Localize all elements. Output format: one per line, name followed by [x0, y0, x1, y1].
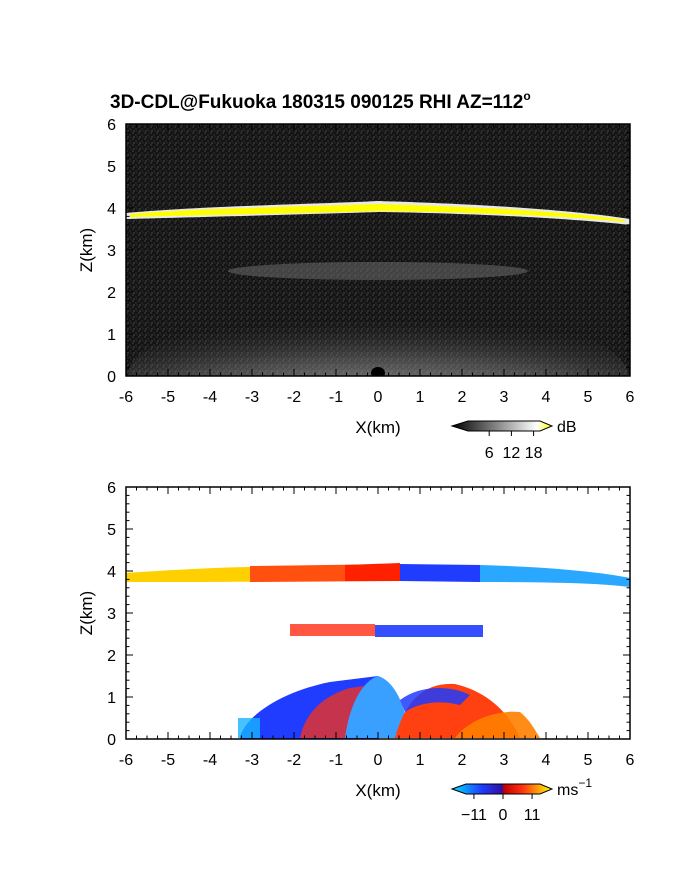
intensity-colorbar-unit: dB — [557, 419, 577, 436]
intensity-colorbar-tick-label: 12 — [503, 445, 521, 462]
intensity-boundary-layer — [128, 306, 628, 376]
velocity-colorbar-tick-label: −11 — [461, 807, 487, 824]
velocity-cloud-right-cyan — [480, 565, 630, 587]
intensity-axis-ticks: -6 -5 -4 -3 -2 -1 0 1 2 3 4 5 6 0 1 2 3 4 5 6 — [107, 117, 634, 406]
intensity-y-tick-label: 0 — [107, 369, 116, 386]
velocity-thin-layer-red — [290, 624, 375, 636]
velocity-axis-ticks: -6 -5 -4 -3 -2 -1 0 1 2 3 4 5 6 0 1 2 3 4 5 6 — [107, 480, 634, 769]
intensity-x-tick-label: 6 — [626, 389, 635, 406]
velocity-x-tick-label: 6 — [626, 752, 635, 769]
intensity-x-tick-label: 4 — [542, 389, 551, 406]
velocity-bl-center — [345, 676, 410, 738]
intensity-x-tick-label: 1 — [416, 389, 425, 406]
intensity-colorbar-bar — [450, 420, 554, 432]
intensity-colorbar-tick-label: 6 — [485, 445, 494, 462]
intensity-x-axis-title: X(km) — [355, 418, 400, 437]
velocity-y-tick-label: 2 — [107, 648, 116, 665]
velocity-x-tick-label: -6 — [119, 752, 133, 769]
velocity-bl-left-cyan — [238, 718, 260, 738]
velocity-x-tick-label: -2 — [287, 752, 301, 769]
velocity-colorbar: ms−1 −11 0 11 — [450, 776, 592, 824]
title-degree: o — [523, 89, 530, 103]
intensity-thin-layer — [228, 262, 528, 280]
velocity-colorbar-unit: ms−1 — [557, 776, 592, 799]
intensity-x-tick-label: -4 — [203, 389, 217, 406]
velocity-x-tick-label: 5 — [584, 752, 593, 769]
velocity-y-tick-label: 4 — [107, 564, 116, 581]
velocity-plot-area — [126, 563, 630, 739]
intensity-x-tick-label: -3 — [245, 389, 259, 406]
intensity-colorbar-tick-label: 18 — [525, 445, 543, 462]
intensity-colorbar-ticks: 6 12 18 — [485, 431, 543, 462]
intensity-y-axis-title: Z(km) — [77, 228, 96, 272]
velocity-colorbar-ticks: −11 0 11 — [461, 794, 541, 824]
intensity-x-tick-label: -5 — [161, 389, 175, 406]
intensity-x-tick-label: -2 — [287, 389, 301, 406]
velocity-x-tick-label: -4 — [203, 752, 217, 769]
velocity-x-tick-label: 0 — [374, 752, 383, 769]
velocity-x-tick-label: 4 — [542, 752, 551, 769]
velocity-colorbar-tick-label: 0 — [499, 807, 508, 824]
intensity-x-tick-label: 3 — [500, 389, 509, 406]
velocity-panel: -6 -5 -4 -3 -2 -1 0 1 2 3 4 5 6 0 1 2 3 4 5 6 X(km) Z(km) m… — [77, 480, 635, 824]
intensity-x-tick-label: -6 — [119, 389, 133, 406]
intensity-plot-area — [126, 201, 630, 376]
velocity-x-tick-label: -3 — [245, 752, 259, 769]
velocity-cloud-right-blue — [400, 564, 480, 582]
intensity-y-tick-label: 6 — [107, 117, 116, 134]
velocity-bl-right-orange — [455, 711, 540, 738]
velocity-x-tick-label: -1 — [329, 752, 343, 769]
velocity-colorbar-tick-label: 11 — [524, 807, 541, 824]
velocity-y-tick-label: 1 — [107, 690, 116, 707]
velocity-y-axis-title: Z(km) — [77, 591, 96, 635]
velocity-x-axis-title: X(km) — [355, 781, 400, 800]
intensity-y-tick-label: 4 — [107, 201, 116, 218]
intensity-x-tick-label: -1 — [329, 389, 343, 406]
intensity-x-tick-label: 0 — [374, 389, 383, 406]
intensity-y-tick-label: 3 — [107, 243, 116, 260]
velocity-y-tick-label: 5 — [107, 522, 116, 539]
velocity-bl-right-blue — [400, 688, 470, 712]
velocity-x-tick-label: 1 — [416, 752, 425, 769]
intensity-colorbar: dB 6 12 18 — [450, 419, 577, 462]
intensity-cloud-base — [130, 204, 625, 222]
intensity-y-tick-label: 2 — [107, 285, 116, 302]
velocity-cloud-center-red — [345, 563, 400, 581]
velocity-x-tick-label: 2 — [458, 752, 467, 769]
intensity-y-tick-label: 5 — [107, 159, 116, 176]
chart-title: 3D-CDL@Fukuoka 180315 090125 RHI AZ=112o — [110, 89, 531, 113]
intensity-x-tick-label: 5 — [584, 389, 593, 406]
velocity-thin-layer-blue — [375, 625, 483, 637]
intensity-y-tick-label: 1 — [107, 327, 116, 344]
velocity-x-tick-label: 3 — [500, 752, 509, 769]
intensity-x-tick-label: 2 — [458, 389, 467, 406]
intensity-cloud-halo — [126, 201, 630, 225]
velocity-y-tick-label: 0 — [107, 732, 116, 749]
velocity-colorbar-bar — [450, 783, 554, 795]
velocity-x-tick-label: -5 — [161, 752, 175, 769]
velocity-y-tick-label: 6 — [107, 480, 116, 497]
velocity-y-tick-label: 3 — [107, 606, 116, 623]
